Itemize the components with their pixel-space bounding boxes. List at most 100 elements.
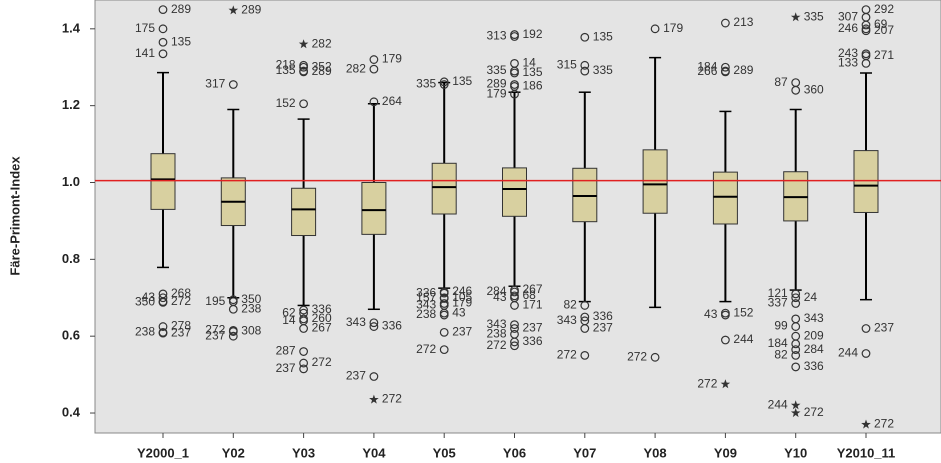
outlier-label: 284 (486, 284, 506, 298)
outlier-label: 237 (171, 325, 191, 339)
outlier (299, 305, 309, 315)
outlier (791, 345, 801, 355)
outlier-label: 335 (804, 9, 824, 23)
outlier-label: 272 (171, 294, 191, 308)
box (502, 167, 527, 217)
outlier (299, 67, 309, 77)
outlier (369, 55, 379, 64)
outlier-label: 43 (142, 290, 156, 304)
outlier-label: 238 (241, 301, 261, 315)
x-tick-label: Y2000_1 (137, 445, 189, 460)
outlier (791, 362, 801, 372)
outlier-label: 184 (697, 59, 717, 73)
outlier (580, 350, 590, 360)
x-tick-label: Y2010_11 (837, 445, 896, 460)
box (291, 187, 317, 237)
outlier (510, 89, 519, 99)
outlier (158, 24, 168, 34)
outlier-label: 278 (171, 319, 191, 333)
outlier-label: 237 (276, 361, 296, 375)
outlier-label: 336 (593, 309, 613, 323)
outlier-label: 343 (557, 313, 577, 327)
outlier (791, 289, 801, 299)
outlier (439, 77, 449, 87)
outlier-label: 308 (241, 324, 261, 338)
outlier-label: 87 (774, 75, 788, 89)
outlier-label: 82 (563, 298, 577, 312)
outlier (861, 58, 871, 68)
outlier (510, 320, 519, 330)
outlier (580, 301, 590, 310)
outlier-label: 350 (135, 295, 155, 309)
outlier-label: 313 (486, 29, 506, 43)
outlier (369, 372, 379, 381)
outlier-label: 272 (627, 349, 647, 363)
outlier-label: 82 (774, 348, 788, 362)
outlier-label: 307 (838, 9, 858, 23)
outlier-label: 266 (697, 64, 717, 78)
x-tick-label: Y04 (362, 445, 386, 460)
outlier-label: 133 (838, 56, 858, 70)
outlier-label: 317 (205, 77, 225, 91)
outlier-label: 343 (804, 311, 824, 325)
outlier-label: 135 (171, 34, 191, 48)
outlier (861, 349, 871, 358)
outlier-label: 179 (382, 52, 402, 66)
outlier-label: 237 (523, 321, 543, 335)
outlier (158, 322, 168, 331)
outlier-label: 272 (874, 417, 894, 431)
outlier-label: 43 (452, 305, 466, 319)
outlier-label: 175 (135, 21, 155, 35)
outlier (299, 99, 309, 109)
outlier-label: 337 (768, 296, 788, 310)
outlier (580, 32, 590, 42)
outlier-label: 336 (416, 285, 436, 299)
outlier (439, 310, 449, 320)
outlier-label: 207 (874, 23, 894, 37)
outlier-star (228, 5, 239, 15)
outlier (228, 327, 238, 336)
outlier (510, 337, 519, 347)
outlier-label: 336 (382, 319, 402, 333)
outlier-label: 238 (416, 307, 436, 321)
outlier (228, 304, 238, 314)
outlier (299, 62, 309, 72)
box (431, 162, 457, 215)
outlier-label: 69 (874, 17, 888, 31)
x-tick-label: Y07 (573, 445, 596, 460)
y-tick-label: 0.4 (62, 404, 81, 419)
outlier-label: 246 (452, 284, 472, 298)
outlier-label: 171 (523, 298, 543, 312)
outlier-label: 289 (171, 2, 191, 16)
box (361, 181, 387, 235)
outlier (299, 324, 309, 333)
outlier (721, 67, 730, 77)
outlier-label: 14 (282, 313, 296, 327)
outlier (369, 97, 379, 107)
outlier (510, 341, 519, 351)
outlier (721, 310, 730, 320)
outlier-label: 272 (697, 376, 717, 390)
outlier (228, 80, 238, 89)
outlier-label: 135 (452, 74, 472, 88)
outlier-label: 268 (171, 286, 191, 300)
outlier (158, 5, 168, 15)
outlier (158, 297, 168, 307)
outlier (580, 324, 590, 333)
outlier (721, 335, 730, 345)
outlier (861, 26, 871, 36)
box (642, 149, 668, 214)
outlier (791, 339, 801, 349)
outlier-label: 315 (557, 57, 577, 71)
outlier-label: 267 (523, 282, 543, 296)
outlier-label: 195 (205, 294, 225, 308)
outlier (791, 350, 801, 360)
outlier (158, 328, 168, 338)
outlier-label: 292 (874, 2, 894, 16)
outlier-label: 237 (205, 328, 225, 342)
outlier-label: 238 (486, 326, 506, 340)
outlier-label: 141 (135, 46, 155, 60)
outlier-label: 272 (804, 405, 824, 419)
outlier-label: 336 (523, 334, 543, 348)
outlier (299, 358, 309, 368)
